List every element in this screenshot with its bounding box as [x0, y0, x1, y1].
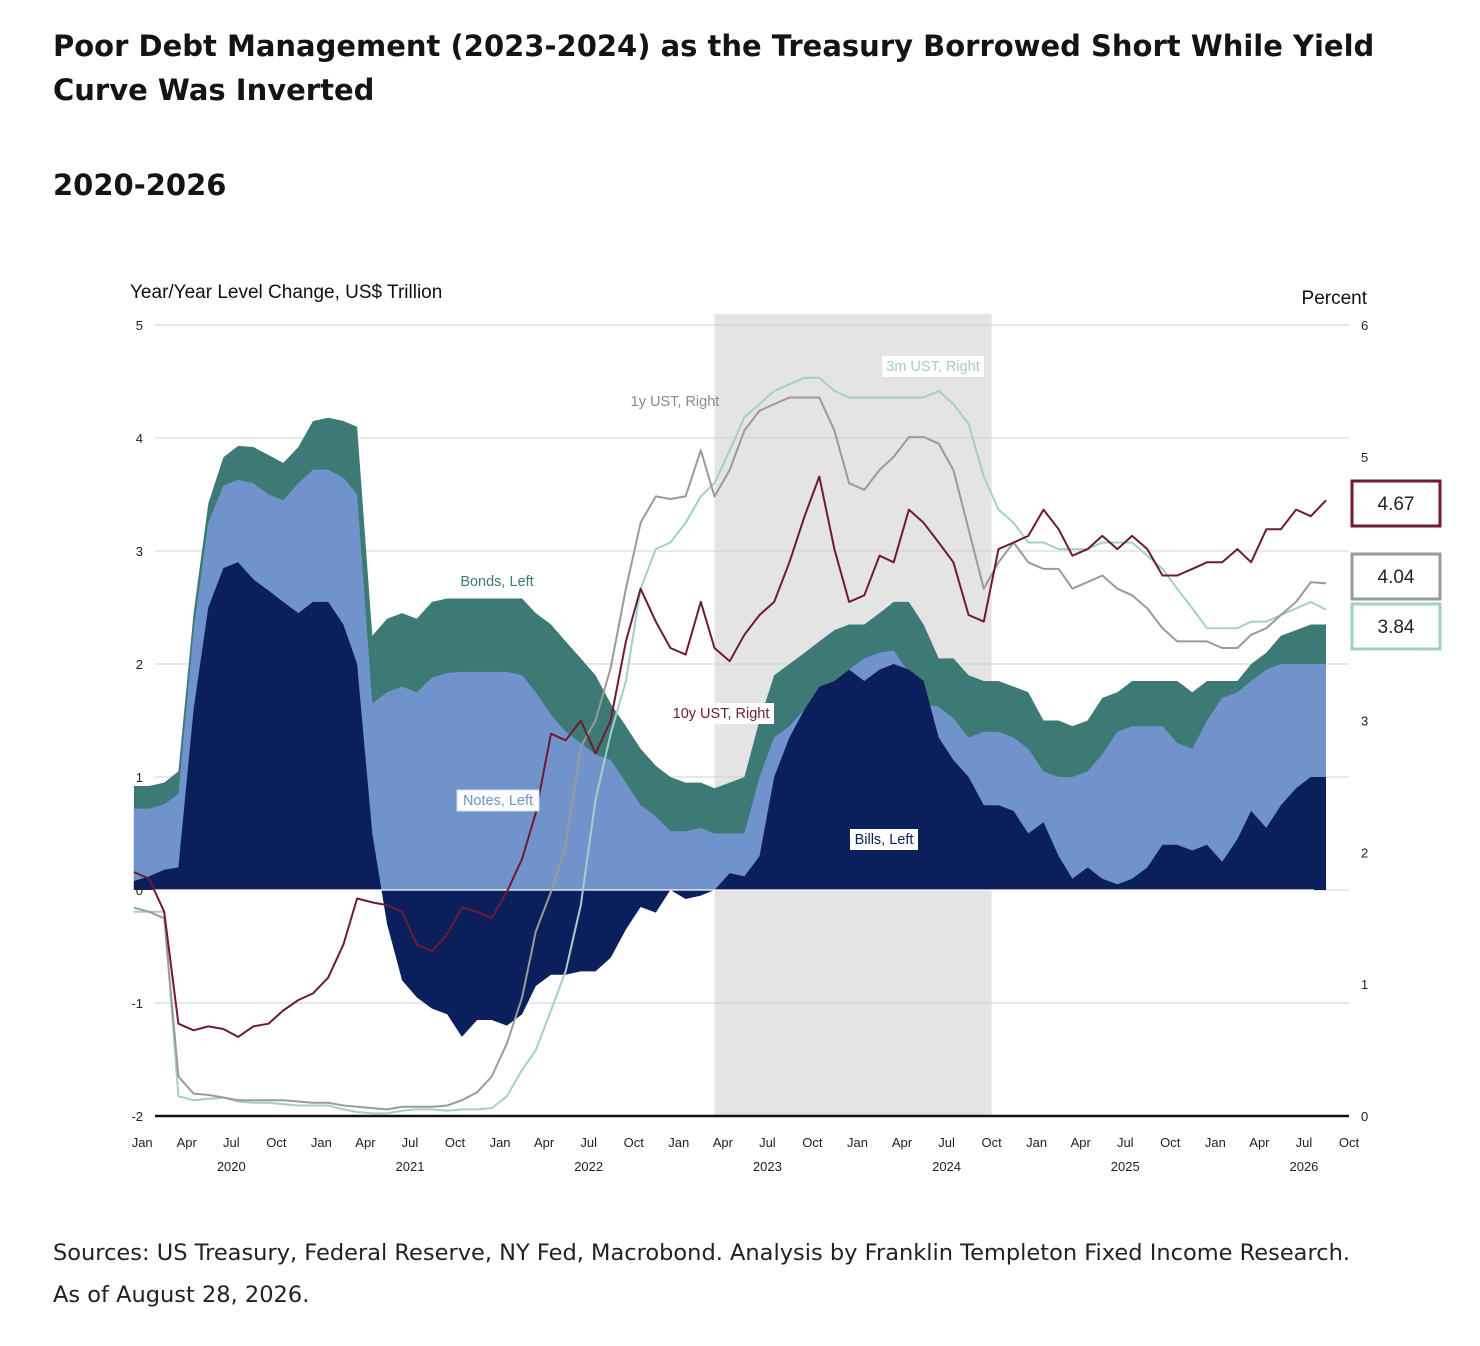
left-tick-label: 5 — [136, 318, 143, 333]
left-tick-label: 4 — [136, 431, 143, 446]
year-tick-label: 2023 — [753, 1159, 782, 1174]
month-tick-label: Apr — [892, 1135, 913, 1150]
10y-ust-line — [133, 475, 1327, 1038]
month-tick-label: Oct — [266, 1135, 287, 1150]
month-tick-label: Jul — [1296, 1135, 1313, 1150]
sources-note: Sources: US Treasury, Federal Reserve, N… — [53, 1240, 1351, 1308]
month-tick-label: Jul — [759, 1135, 776, 1150]
bills-label: Bills, Left — [855, 832, 914, 848]
month-tick-label: Jul — [223, 1135, 240, 1150]
year-tick-label: 2020 — [217, 1159, 246, 1174]
year-tick-label: 2026 — [1289, 1159, 1318, 1174]
10y-ust-label: 10y UST, Right — [673, 706, 770, 722]
bills-area — [133, 562, 1327, 1037]
1y-ust-line — [133, 396, 1327, 1111]
3m-ust-line — [133, 376, 1327, 1115]
month-tick-label: Oct — [1160, 1135, 1181, 1150]
month-tick-label: Oct — [445, 1135, 466, 1150]
right-tick-label: 6 — [1361, 318, 1368, 333]
month-tick-label: Oct — [624, 1135, 645, 1150]
last-value-3m: 3.84 — [1378, 617, 1415, 638]
month-tick-label: Jan — [311, 1135, 332, 1150]
month-tick-label: Jan — [132, 1135, 153, 1150]
3m-ust-label: 3m UST, Right — [886, 359, 979, 375]
year-tick-label: 2021 — [396, 1159, 425, 1174]
month-tick-label: Jan — [847, 1135, 868, 1150]
month-tick-label: Oct — [981, 1135, 1002, 1150]
last-value-10y: 4.67 — [1378, 494, 1415, 515]
month-tick-label: Oct — [802, 1135, 823, 1150]
month-tick-label: Apr — [713, 1135, 734, 1150]
year-tick-label: 2024 — [932, 1159, 961, 1174]
month-tick-label: Jul — [1117, 1135, 1134, 1150]
page-title: Poor Debt Management (2023-2024) as the … — [53, 29, 1375, 107]
month-tick-label: Jul — [402, 1135, 419, 1150]
last-value-1y: 4.04 — [1378, 567, 1415, 588]
right-tick-label: 2 — [1361, 845, 1368, 860]
right-axis-title: Percent — [1302, 288, 1368, 309]
month-tick-label: Apr — [1249, 1135, 1270, 1150]
left-tick-label: 3 — [136, 544, 143, 559]
left-tick-label: -1 — [131, 996, 143, 1011]
right-tick-label: 5 — [1361, 450, 1368, 465]
last-value-10y-box — [1350, 479, 1442, 528]
page-subtitle: 2020-2026 — [53, 168, 227, 202]
10y-ust-label-box — [668, 703, 774, 724]
bills-label-box — [850, 829, 918, 850]
last-value-1y-box — [1350, 552, 1442, 601]
month-tick-label: Apr — [177, 1135, 198, 1150]
notes-label-box — [456, 789, 540, 812]
last-value-3m-box — [1350, 602, 1442, 651]
left-tick-label: -2 — [131, 1109, 143, 1124]
month-tick-label: Jan — [490, 1135, 511, 1150]
notes-label: Notes, Left — [463, 793, 533, 809]
year-tick-label: 2025 — [1111, 1159, 1140, 1174]
left-tick-label: 0 — [136, 883, 143, 898]
bonds-label: Bonds, Left — [460, 574, 533, 590]
left-axis-title: Year/Year Level Change, US$ Trillion — [130, 282, 442, 303]
month-tick-label: Apr — [1071, 1135, 1092, 1150]
1y-ust-label: 1y UST, Right — [631, 394, 720, 410]
month-tick-label: Jul — [938, 1135, 955, 1150]
left-tick-label: 1 — [136, 770, 143, 785]
month-tick-label: Jul — [580, 1135, 597, 1150]
month-tick-label: Apr — [355, 1135, 376, 1150]
notes-area — [133, 469, 1327, 890]
month-tick-label: Jan — [668, 1135, 689, 1150]
right-tick-label: 1 — [1361, 977, 1368, 992]
3m-ust-label-box — [882, 356, 984, 377]
year-tick-label: 2022 — [574, 1159, 603, 1174]
month-tick-label: Oct — [1339, 1135, 1360, 1150]
right-tick-label: 0 — [1361, 1109, 1368, 1124]
month-tick-label: Apr — [534, 1135, 555, 1150]
left-tick-label: 2 — [136, 657, 143, 672]
month-tick-label: Jan — [1205, 1135, 1226, 1150]
month-tick-label: Jan — [1026, 1135, 1047, 1150]
right-tick-label: 3 — [1361, 714, 1368, 729]
